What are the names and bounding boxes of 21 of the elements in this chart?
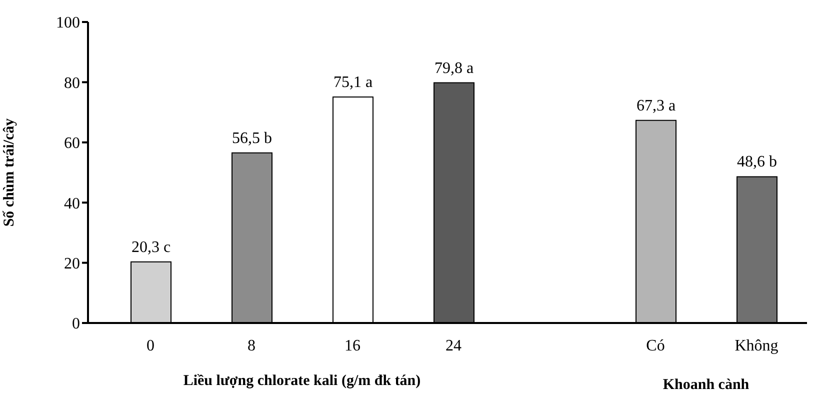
- x-tick-label: 8: [248, 337, 256, 354]
- x-tick-label: 16: [344, 337, 360, 354]
- x-tick-label: 24: [446, 337, 462, 354]
- text: Khoanh cành: [662, 377, 750, 393]
- data-label: 79,8 a: [434, 60, 474, 77]
- x-tick-label: Có: [646, 337, 665, 354]
- y-tick-label: 60: [64, 135, 80, 152]
- x-tick-label: 0: [146, 337, 154, 354]
- data-label: 67,3 a: [636, 97, 676, 114]
- data-label: 56,5 b: [232, 130, 272, 147]
- y-tick-label: 80: [64, 74, 80, 92]
- y-tick-label: 20: [64, 255, 80, 272]
- x-tick-label: Không: [734, 337, 778, 354]
- x-axis-title: Liều lượng chlorate kali (g/m đk tán): [183, 373, 421, 389]
- y-axis-title: Số chùm trái/cây: [1, 118, 18, 227]
- data-label: 48,6 b: [737, 154, 777, 171]
- y-tick-label: 40: [64, 195, 80, 212]
- data-label: 20,3 c: [131, 238, 171, 256]
- data-label: 75,1 a: [333, 74, 373, 91]
- y-tick-label: 100: [56, 14, 80, 32]
- y-tick-label: 0: [72, 316, 80, 333]
